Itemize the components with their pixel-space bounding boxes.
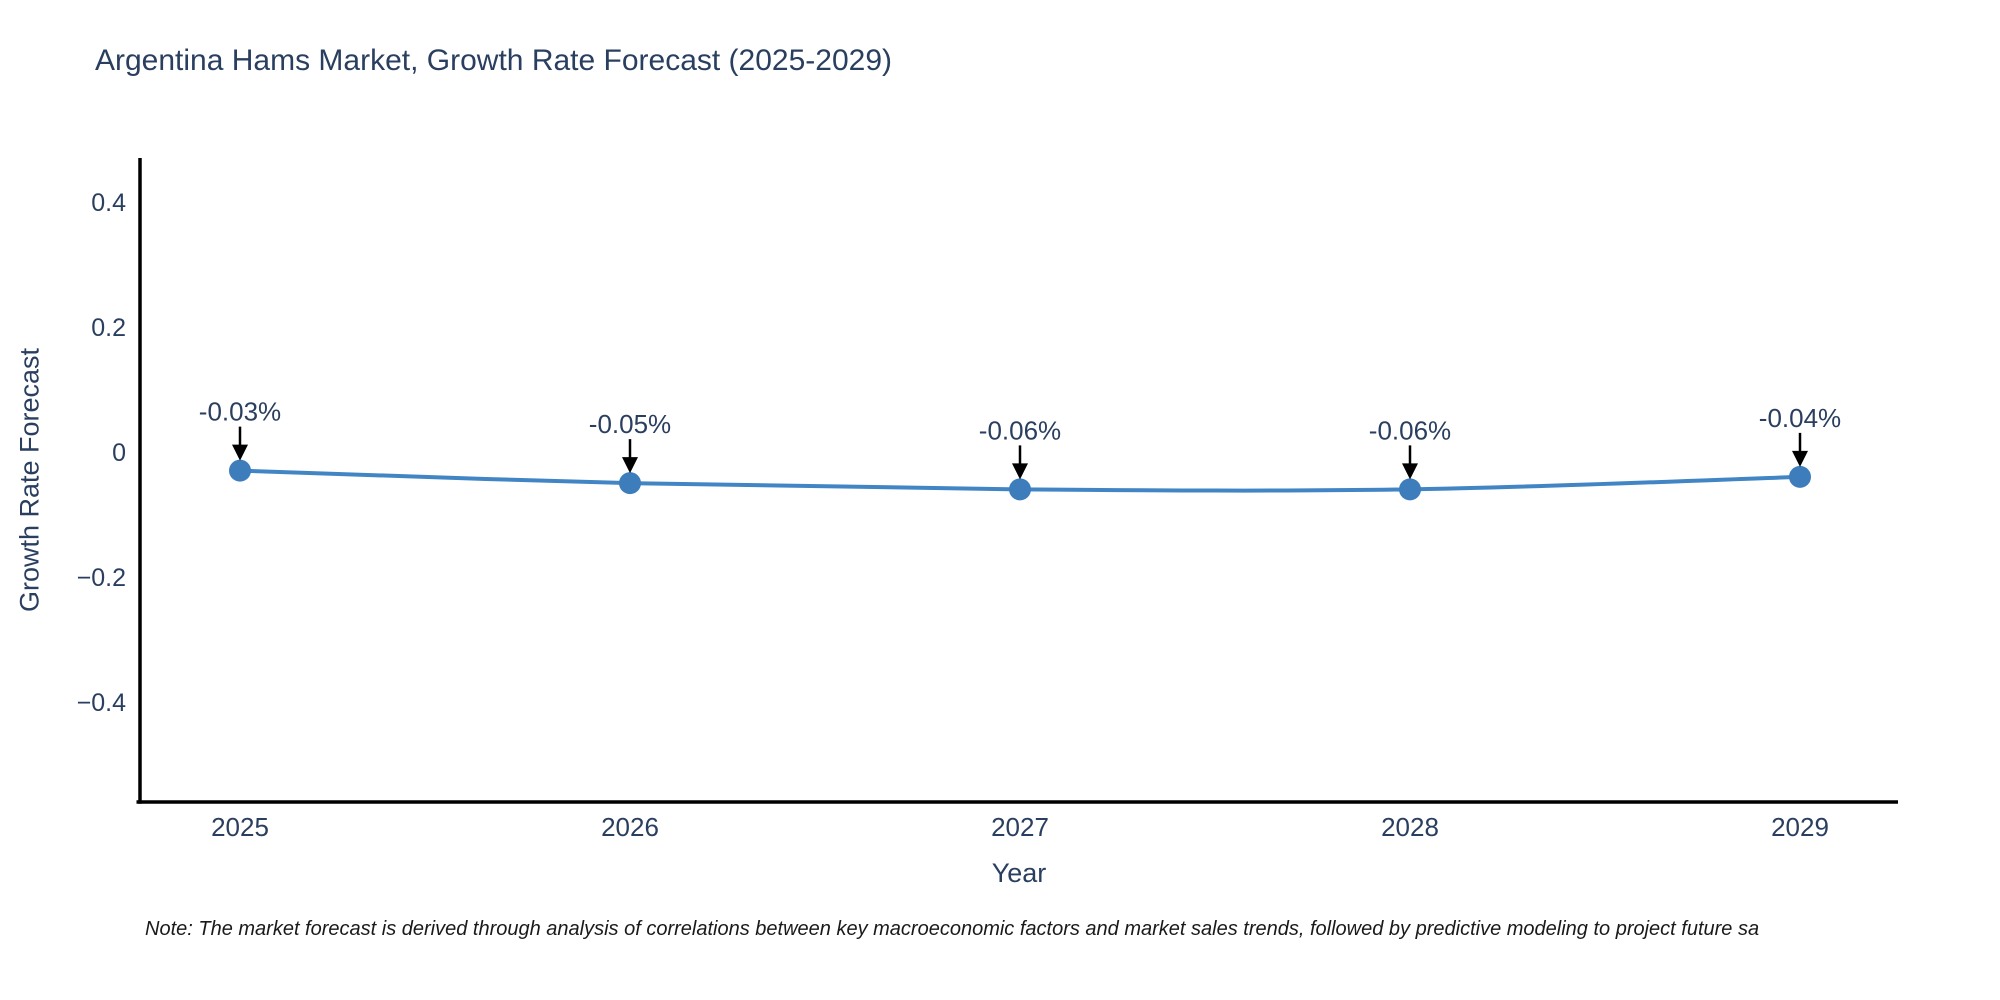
data-label: -0.05%: [589, 409, 671, 439]
x-axis-title: Year: [991, 858, 1047, 888]
y-tick-label: −0.2: [77, 564, 126, 592]
x-tick-label: 2028: [1381, 812, 1439, 842]
annotation-arrowhead-icon: [232, 444, 248, 461]
annotation-arrowhead-icon: [1402, 463, 1418, 480]
data-label: -0.06%: [1369, 415, 1451, 445]
annotation-arrowhead-icon: [622, 457, 638, 474]
data-label: -0.04%: [1759, 403, 1841, 433]
annotation-arrowhead-icon: [1012, 463, 1028, 480]
data-point-marker[interactable]: [1789, 465, 1811, 488]
x-tick-label: 2025: [211, 812, 269, 842]
footnote: Note: The market forecast is derived thr…: [145, 918, 1760, 940]
y-tick-label: −0.4: [77, 689, 126, 717]
annotation-arrowhead-icon: [1792, 450, 1808, 467]
y-tick-label: 0.2: [91, 314, 126, 342]
data-point-marker[interactable]: [229, 459, 251, 482]
data-point-marker[interactable]: [1399, 478, 1421, 501]
y-tick-label: 0: [112, 439, 126, 467]
data-point-marker[interactable]: [1009, 478, 1031, 501]
chart-title: Argentina Hams Market, Growth Rate Forec…: [95, 44, 893, 77]
x-tick-label: 2026: [601, 812, 659, 842]
data-label: -0.03%: [199, 397, 281, 427]
x-tick-label: 2029: [1771, 812, 1829, 842]
x-tick-label: 2027: [991, 812, 1049, 842]
y-tick-label: 0.4: [91, 189, 126, 217]
data-label: -0.06%: [979, 415, 1061, 445]
data-point-marker[interactable]: [619, 472, 641, 495]
